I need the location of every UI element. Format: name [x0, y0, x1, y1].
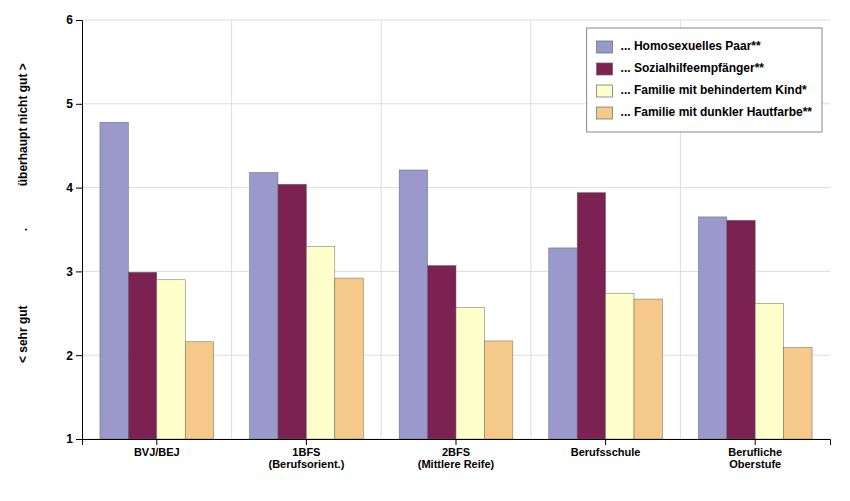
- bar: [278, 184, 306, 439]
- legend-swatch: [597, 63, 613, 75]
- y-axis-label: überhaupt nicht gut >: [16, 63, 30, 186]
- y-tick: 2: [66, 349, 82, 363]
- bar: [250, 173, 278, 439]
- x-tick-label: BeruflicheOberstufe: [728, 446, 782, 471]
- x-tick: 2BFS(Mittlere Reife): [418, 439, 495, 470]
- bar: [606, 293, 634, 439]
- legend-item: ... Familie mit behindertem Kind*: [597, 83, 807, 97]
- y-tick-label: 6: [66, 13, 73, 27]
- bar: [755, 303, 783, 439]
- y-tick-mark: [76, 355, 82, 356]
- x-axis: BVJ/BEJ 1BFS(Berufsorient.) 2BFS(Mittlere …: [83, 439, 831, 470]
- x-tick-mark: [456, 439, 457, 445]
- y-tick-mark: [76, 271, 82, 272]
- bar: [428, 266, 456, 439]
- x-tick-label-line: Berufsschule: [571, 446, 641, 458]
- x-tick: 1BFS(Berufsorient.): [269, 439, 345, 470]
- x-tick-label: 1BFS(Berufsorient.): [269, 446, 345, 471]
- y-tick-label: 1: [66, 432, 73, 446]
- legend-swatch: [597, 41, 613, 53]
- legend-item: ... Sozialhilfeempfänger**: [597, 61, 765, 75]
- y-axis: 1 2 3 4 5 6: [66, 13, 82, 446]
- legend-label: ... Familie mit dunkler Hautfarbe**: [621, 105, 813, 119]
- x-tick-label-line: 2BFS: [442, 446, 470, 458]
- y-tick: 4: [66, 181, 82, 195]
- x-tick-label-line: (Mittlere Reife): [418, 458, 495, 470]
- x-tick: Berufsschule: [571, 439, 641, 458]
- grid-line: [82, 187, 830, 188]
- y-tick-mark: [76, 104, 82, 105]
- legend: ... Homosexuelles Paar** ... Sozialhilfee…: [587, 28, 822, 132]
- bar: [306, 246, 334, 439]
- bar: [128, 272, 156, 439]
- bar: [784, 348, 812, 439]
- group-separator: [530, 20, 531, 439]
- bar: [484, 341, 512, 439]
- bar: [577, 193, 605, 439]
- legend-label: ... Familie mit behindertem Kind*: [621, 83, 807, 97]
- chart: 1 2 3 4 5 6 BVJ/BEJ 1BFS(Berufsorient.) 2BFS(Mit…: [0, 0, 850, 501]
- bars: [100, 122, 812, 439]
- y-tick: 3: [66, 265, 82, 279]
- y-tick-label: 2: [66, 349, 73, 363]
- bar: [727, 220, 755, 439]
- legend-box: [587, 28, 822, 132]
- x-tick-label: BVJ/BEJ: [134, 446, 180, 458]
- x-axis-line: [83, 440, 831, 446]
- y-tick: 1: [66, 432, 82, 446]
- y-tick-mark: [76, 188, 82, 189]
- bar: [634, 299, 662, 439]
- legend-swatch: [597, 85, 613, 97]
- bar: [549, 248, 577, 439]
- y-tick-label: 5: [66, 97, 73, 111]
- legend-item: ... Familie mit dunkler Hautfarbe**: [597, 105, 813, 119]
- x-tick-label: Berufsschule: [571, 446, 641, 458]
- x-tick-mark: [605, 439, 606, 445]
- legend-item: ... Homosexuelles Paar**: [597, 39, 761, 53]
- x-tick-label: 2BFS(Mittlere Reife): [418, 446, 495, 471]
- y-axis-label: .: [16, 228, 30, 231]
- y-tick-label: 4: [66, 181, 73, 195]
- x-tick: BeruflicheOberstufe: [728, 439, 782, 470]
- bar: [456, 307, 484, 439]
- grid: [82, 20, 830, 439]
- y-axis-label: < sehr gut: [16, 305, 30, 363]
- y-tick: 6: [66, 13, 82, 27]
- x-tick-label-line: Berufliche: [728, 446, 782, 458]
- x-tick: BVJ/BEJ: [134, 439, 180, 458]
- y-tick-label: 3: [66, 265, 73, 279]
- plot: 1 2 3 4 5 6 BVJ/BEJ 1BFS(Berufsorient.) 2BFS(Mit…: [16, 13, 830, 470]
- grid-line: [82, 20, 830, 21]
- legend-label: ... Sozialhilfeempfänger**: [621, 61, 765, 75]
- bar-series: [128, 184, 755, 439]
- bar-series: [100, 122, 727, 439]
- bar-series: [185, 278, 812, 439]
- x-tick-mark: [156, 439, 157, 445]
- bar: [399, 170, 427, 439]
- bar: [698, 217, 726, 439]
- legend-swatch: [597, 107, 613, 119]
- legend-label: ... Homosexuelles Paar**: [621, 39, 761, 53]
- x-tick-mark: [755, 439, 756, 445]
- bar-series: [157, 246, 784, 439]
- bar: [100, 122, 128, 439]
- y-tick-mark: [76, 20, 82, 21]
- x-tick-mark: [306, 439, 307, 445]
- group-separator: [381, 20, 382, 439]
- y-tick: 5: [66, 97, 82, 111]
- x-tick-label-line: 1BFS: [292, 446, 320, 458]
- y-tick-mark: [76, 439, 82, 440]
- y-axis-line: [76, 21, 83, 440]
- group-separator: [231, 20, 232, 439]
- bar: [335, 278, 363, 439]
- x-tick-label-line: BVJ/BEJ: [134, 446, 180, 458]
- x-tick-label-line: Oberstufe: [729, 458, 781, 470]
- x-tick-label-line: (Berufsorient.): [269, 458, 345, 470]
- bar: [185, 342, 213, 439]
- bar: [157, 280, 185, 439]
